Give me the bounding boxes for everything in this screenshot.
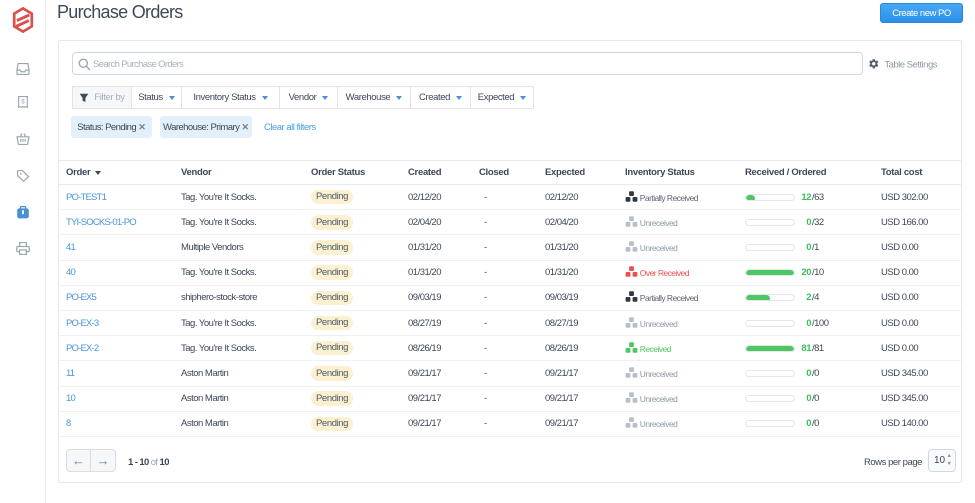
svg-text:$: $ bbox=[21, 99, 25, 105]
